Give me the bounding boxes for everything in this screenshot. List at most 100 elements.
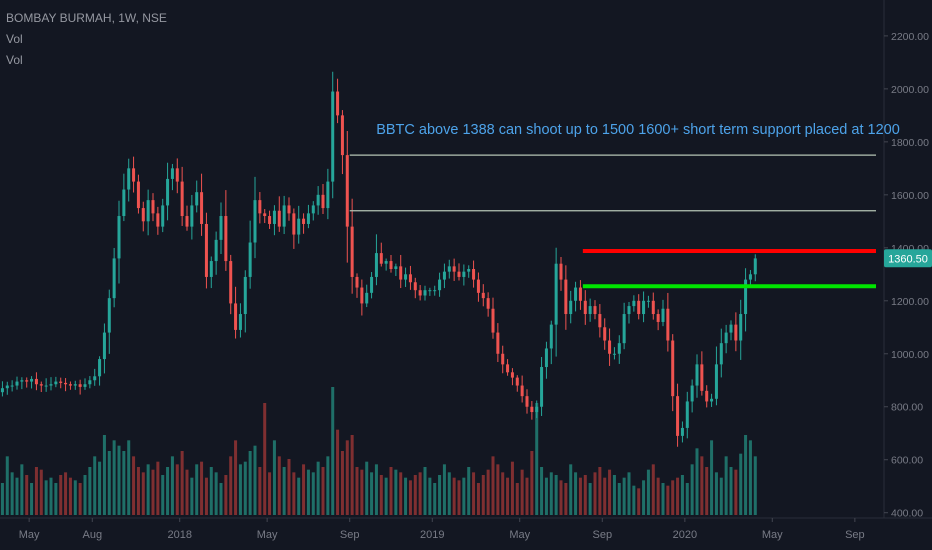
volume-bar — [272, 440, 276, 515]
volume-bar — [321, 467, 325, 515]
volume-bar — [141, 472, 145, 515]
price-tick-label: 1600.00 — [891, 190, 929, 202]
time-tick-label: May — [509, 529, 530, 541]
candle-body — [651, 300, 655, 315]
candle-body — [642, 300, 646, 315]
price-axis: 400.00600.00800.001000.001200.001400.001… — [884, 31, 929, 520]
candle-body — [258, 200, 262, 214]
candle-body — [151, 200, 155, 214]
volume-bar — [316, 461, 320, 515]
candle-body — [190, 205, 194, 227]
candle-body — [88, 380, 92, 385]
candle-body — [355, 276, 359, 288]
volume-bar — [93, 456, 97, 515]
candle-body — [549, 324, 553, 349]
volume-bar — [374, 464, 378, 515]
volume-bar — [253, 445, 257, 515]
volume-bar — [268, 472, 272, 515]
volume-bar — [0, 483, 4, 515]
volume-bar — [83, 475, 87, 515]
volume-bar — [98, 461, 102, 515]
volume-bar — [593, 472, 597, 515]
candle-body — [438, 279, 442, 291]
candle-body — [306, 213, 310, 224]
volume-bar — [452, 477, 456, 515]
candle-body — [195, 192, 199, 206]
time-tick-label: May — [762, 529, 783, 541]
volume-bar — [656, 477, 660, 515]
volume-bar — [112, 440, 116, 515]
candle-body — [30, 378, 34, 382]
price-tick-label: 600.00 — [891, 455, 923, 467]
candle-body — [588, 306, 592, 315]
candle-body — [544, 348, 548, 368]
volume-bar — [151, 469, 155, 515]
candle-body — [253, 200, 257, 243]
volume-indicator-label-2[interactable]: Vol — [6, 53, 23, 67]
volume-bar — [78, 483, 82, 515]
candle-body — [744, 279, 748, 315]
volume-bar — [700, 456, 704, 515]
candle-body — [102, 332, 106, 360]
symbol-title[interactable]: BOMBAY BURMAH, 1W, NSE — [6, 11, 167, 25]
candle-body — [399, 266, 403, 280]
candle-body — [710, 398, 714, 402]
candle-body — [476, 279, 480, 293]
price-axis-panel[interactable] — [884, 0, 932, 550]
volume-bar — [486, 469, 490, 515]
volume-bar — [578, 477, 582, 515]
candle-body — [336, 91, 340, 116]
time-tick-label: May — [257, 529, 278, 541]
time-tick-label: Sep — [340, 529, 360, 541]
volume-bar — [224, 475, 228, 515]
volume-bar — [306, 469, 310, 515]
candle-body — [472, 269, 476, 280]
candle-body — [117, 216, 121, 259]
candle-body — [64, 382, 68, 385]
candle-body — [428, 290, 432, 292]
candle-body — [559, 263, 563, 280]
candle-body — [384, 261, 388, 264]
candle-body — [496, 332, 500, 354]
candle-body — [515, 377, 519, 386]
volume-bar — [695, 448, 699, 515]
volume-bar — [277, 456, 281, 515]
volume-bar — [64, 472, 68, 515]
time-tick-label: 2018 — [167, 529, 191, 541]
last-price-tag-background — [884, 249, 932, 268]
volume-bar — [365, 461, 369, 515]
volume-indicator-label[interactable]: Vol — [6, 32, 23, 46]
volume-bar — [729, 467, 733, 515]
candle-body — [282, 205, 286, 227]
volume-bar — [161, 475, 165, 515]
candle-body — [578, 287, 582, 301]
volume-bar — [132, 456, 136, 515]
volume-bar — [15, 477, 19, 515]
volume-bar — [447, 472, 451, 515]
candle-body — [719, 343, 723, 365]
candle-body — [34, 378, 38, 385]
candle-body — [248, 242, 252, 277]
annotation-text[interactable]: BBTC above 1388 can shoot up to 1500 160… — [376, 122, 900, 138]
candle-body — [268, 216, 272, 224]
candle-body — [457, 271, 461, 277]
time-axis-panel[interactable] — [0, 518, 932, 550]
volume-bar — [583, 475, 587, 515]
volume-bar — [462, 477, 466, 515]
volume-bar — [428, 477, 432, 515]
candle-body — [5, 385, 9, 389]
volume-bar — [413, 475, 417, 515]
volume-bar — [544, 477, 548, 515]
volume-bar — [491, 456, 495, 515]
candle-body — [331, 91, 335, 182]
candle-body — [49, 384, 53, 386]
volume-bar — [340, 451, 344, 515]
volume-bar — [646, 469, 650, 515]
candle-body — [530, 406, 534, 413]
volume-bar — [136, 467, 140, 515]
volume-bar — [399, 472, 403, 515]
candle-body — [666, 308, 670, 341]
candle-body — [729, 324, 733, 333]
time-tick-label: Sep — [845, 529, 865, 541]
